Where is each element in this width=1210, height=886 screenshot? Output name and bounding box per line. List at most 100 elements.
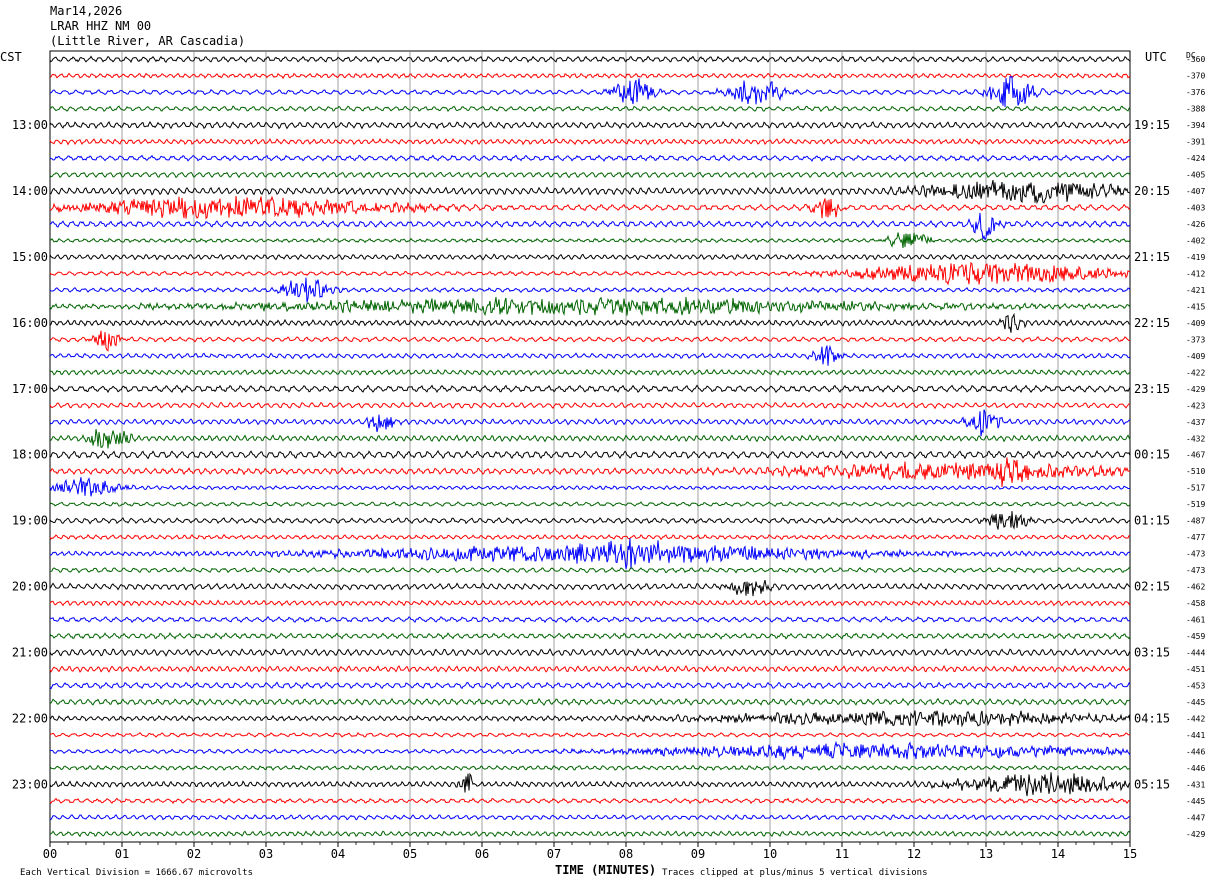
- dc-offset-label: -446: [1186, 764, 1205, 773]
- left-hour-label: 20:00: [12, 580, 48, 594]
- right-hour-label: 21:15: [1134, 250, 1170, 264]
- left-hour-label: 19:00: [12, 514, 48, 528]
- dc-offset-label: -473: [1186, 550, 1205, 559]
- x-tick-label: 00: [43, 847, 57, 861]
- seismic-trace-row: [49, 538, 1131, 570]
- dc-offset-label: -467: [1186, 451, 1205, 460]
- dc-offset-label: -360: [1186, 55, 1205, 64]
- seismic-trace-row: [49, 579, 1131, 597]
- dc-offset-label: -462: [1186, 583, 1205, 592]
- dc-label: DC: [1186, 51, 1196, 60]
- seismic-trace-row: [49, 615, 1131, 624]
- right-hour-label: 23:15: [1134, 382, 1170, 396]
- right-hour-label: 01:15: [1134, 514, 1170, 528]
- dc-offset-label: -437: [1186, 418, 1205, 427]
- left-timezone-label: CST: [0, 50, 22, 64]
- seismic-trace-row: [49, 599, 1131, 607]
- seismic-trace-row: [49, 154, 1131, 162]
- left-hour-label: 16:00: [12, 316, 48, 330]
- dc-offset-label: -441: [1186, 731, 1205, 740]
- dc-offset-label: -447: [1186, 813, 1205, 822]
- seismic-trace-row: [49, 477, 1131, 497]
- seismic-trace-row: [49, 195, 1131, 220]
- seismic-trace-row: [49, 740, 1131, 761]
- dc-offset-label: -444: [1186, 648, 1205, 657]
- seismic-trace-row: [49, 664, 1131, 673]
- x-tick-label: 08: [619, 847, 633, 861]
- right-timezone-label: UTC: [1145, 50, 1167, 64]
- dc-offset-label: -445: [1186, 797, 1205, 806]
- right-hour-label: 04:15: [1134, 711, 1170, 725]
- dc-offset-label: -473: [1186, 566, 1205, 575]
- dc-offset-label: -487: [1186, 517, 1205, 526]
- seismic-trace-row: [49, 75, 1131, 107]
- seismic-trace-row: [49, 384, 1131, 394]
- left-hour-label: 21:00: [12, 645, 48, 659]
- x-tick-label: 02: [187, 847, 201, 861]
- station-location: (Little River, AR Cascadia): [50, 34, 246, 48]
- x-tick-label: 06: [475, 847, 489, 861]
- seismic-trace-row: [49, 261, 1131, 286]
- dc-offset-label: -415: [1186, 302, 1205, 311]
- clip-note: Traces clipped at plus/minus 5 vertical …: [662, 868, 928, 878]
- left-hour-label: 14:00: [12, 184, 48, 198]
- dc-offset-label: -445: [1186, 698, 1205, 707]
- dc-offset-label: -421: [1186, 286, 1205, 295]
- dc-offset-label: -446: [1186, 747, 1205, 756]
- seismic-trace-row: [49, 120, 1131, 130]
- dc-offset-label: -402: [1186, 237, 1205, 246]
- dc-offset-label: -412: [1186, 269, 1205, 278]
- dc-offset-label: -409: [1186, 319, 1205, 328]
- seismic-trace-row: [49, 648, 1131, 657]
- dc-offset-label: -458: [1186, 599, 1205, 608]
- x-tick-label: 07: [547, 847, 561, 861]
- seismic-trace-row: [49, 813, 1131, 821]
- x-tick-label: 05: [403, 847, 417, 861]
- dc-offset-label: -394: [1186, 121, 1205, 130]
- seismic-trace-row: [49, 450, 1131, 460]
- seismic-trace-row: [49, 401, 1131, 410]
- dc-offset-label: -423: [1186, 401, 1205, 410]
- dc-offset-label: -461: [1186, 616, 1205, 625]
- x-tick-label: 04: [331, 847, 345, 861]
- seismic-trace-row: [49, 429, 1131, 449]
- x-tick-label: 13: [979, 847, 993, 861]
- seismic-trace-row: [49, 105, 1131, 113]
- x-tick-label: 09: [691, 847, 705, 861]
- seismic-trace-row: [49, 409, 1131, 437]
- dc-offset-label: -405: [1186, 171, 1205, 180]
- right-hour-label: 02:15: [1134, 580, 1170, 594]
- seismic-trace-row: [49, 501, 1131, 508]
- right-hour-label: 19:15: [1134, 118, 1170, 132]
- left-hour-label: 18:00: [12, 448, 48, 462]
- seismic-trace-row: [49, 830, 1131, 838]
- seismic-trace-row: [49, 710, 1131, 728]
- dc-offset-label: -409: [1186, 352, 1205, 361]
- right-hour-label: 22:15: [1134, 316, 1170, 330]
- left-hour-label: 23:00: [12, 777, 48, 791]
- seismic-trace-row: [49, 772, 1131, 797]
- record-date: Mar14,2026: [50, 4, 123, 18]
- seismic-trace-row: [49, 72, 1131, 80]
- x-tick-label: 14: [1051, 847, 1065, 861]
- dc-offset-label: -510: [1186, 467, 1205, 476]
- dc-offset-label: -376: [1186, 88, 1205, 97]
- dc-offset-label: -388: [1186, 105, 1205, 114]
- seismic-trace-row: [49, 137, 1131, 146]
- left-hour-label: 22:00: [12, 711, 48, 725]
- seismic-trace-row: [49, 457, 1131, 487]
- right-hour-label: 03:15: [1134, 645, 1170, 659]
- x-tick-label: 01: [115, 847, 129, 861]
- dc-offset-label: -453: [1186, 681, 1205, 690]
- seismic-trace-row: [49, 731, 1131, 738]
- x-axis-title: TIME (MINUTES): [555, 863, 657, 877]
- dc-offset-label: -429: [1186, 385, 1205, 394]
- seismic-trace-row: [49, 533, 1131, 541]
- seismic-trace-row: [49, 632, 1131, 640]
- seismic-trace-row: [49, 344, 1131, 366]
- dc-offset-label: -432: [1186, 434, 1205, 443]
- seismic-trace-row: [49, 55, 1131, 64]
- dc-offset-label: -442: [1186, 714, 1205, 723]
- station-code: LRAR HHZ NM 00: [50, 19, 152, 33]
